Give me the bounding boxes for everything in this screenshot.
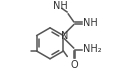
Text: NH₂: NH₂ bbox=[83, 44, 101, 54]
Text: NH: NH bbox=[53, 1, 67, 11]
Text: N: N bbox=[61, 31, 68, 41]
Text: O: O bbox=[71, 60, 78, 70]
Text: NH: NH bbox=[83, 18, 98, 28]
